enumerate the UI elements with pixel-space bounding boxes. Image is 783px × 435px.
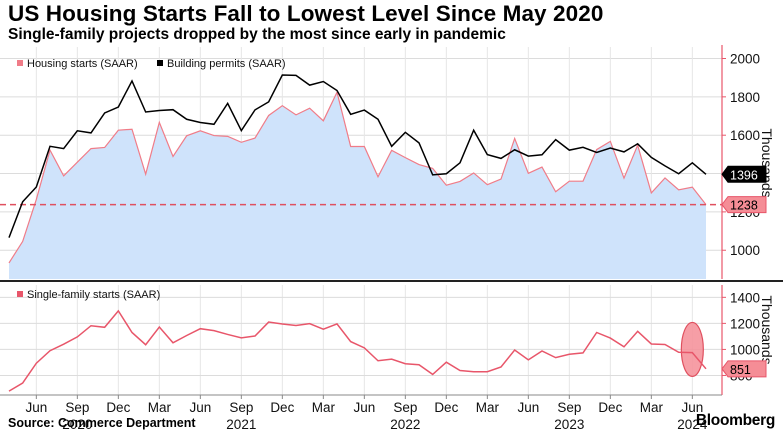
x-tick-label: Mar [640,400,664,415]
x-year-label: 2024 [677,417,708,432]
starts-end-label-bg [721,196,767,214]
x-tick-label: Mar [476,400,500,415]
x-year-label: 2020 [62,417,92,432]
single-family-end-label-bg [721,360,767,378]
housing-starts-area [9,92,706,279]
single-family-end-label: 851 [730,363,751,377]
building-permits-line [8,74,707,238]
y-tick-label: 1200 [730,316,760,331]
x-tick-label: Sep [557,400,581,415]
legend-swatch [17,291,23,297]
y-tick-label: 1600 [730,128,760,143]
x-tick-label: Sep [393,400,417,415]
legend-label: Single-family starts (SAAR) [27,289,160,301]
x-tick-label: Sep [229,400,253,415]
y-tick-label: 1800 [730,90,760,105]
x-year-label: 2022 [390,417,420,432]
x-tick-label: Mar [312,400,336,415]
legend: Housing starts (SAAR) Building permits (S… [17,58,286,70]
legend-swatch [17,60,23,66]
single-family-line [8,309,707,392]
legend-label: Building permits (SAAR) [167,58,286,70]
top-panel: 100012001400160018002000ThousandsHousing… [0,45,783,282]
x-tick-label: Dec [270,400,294,415]
x-tick-label: Jun [189,400,211,415]
x-year-label: 2021 [226,417,256,432]
x-tick-label: Dec [434,400,458,415]
x-tick-label: Mar [148,400,172,415]
legend-label: Housing starts (SAAR) [27,58,138,70]
legend-swatch [157,60,163,66]
y-tick-label: 1000 [730,342,760,357]
permits-end-label-bg [721,165,767,183]
y-tick-label: 2000 [730,52,760,67]
x-tick-label: Dec [598,400,622,415]
x-tick-label: Jun [25,400,47,415]
source-note: Source: Commerce Department [8,416,196,430]
x-tick-label: Jun [517,400,539,415]
chart-title: US Housing Starts Fall to Lowest Level S… [8,1,604,26]
x-tick-label: Jun [681,400,703,415]
x-tick-label: Dec [106,400,130,415]
starts-end-label: 1238 [730,199,758,213]
bloomberg-logo: Bloomberg [695,412,775,429]
highlight-ellipse [680,321,704,378]
legend: Single-family starts (SAAR) [17,289,160,301]
housing-starts-line [8,90,707,264]
x-year-label: 2023 [554,417,584,432]
y-tick-label: 1000 [730,243,760,258]
x-axis: Jun Sep Dec Mar Jun Sep Dec Mar Jun Sep Dec Mar Jun S… [0,394,722,432]
permits-end-label: 1396 [730,168,758,182]
y-axis-title: Thousands [759,128,775,197]
bottom-panel: 800100012001400Thousands851Single-family… [0,285,775,395]
x-tick-label: Jun [353,400,375,415]
x-tick-label: Sep [65,400,89,415]
y-axis-title: Thousands [759,295,775,364]
chart-subtitle: Single-family projects dropped by the mo… [8,26,506,43]
y-tick-label: 1400 [730,290,760,305]
